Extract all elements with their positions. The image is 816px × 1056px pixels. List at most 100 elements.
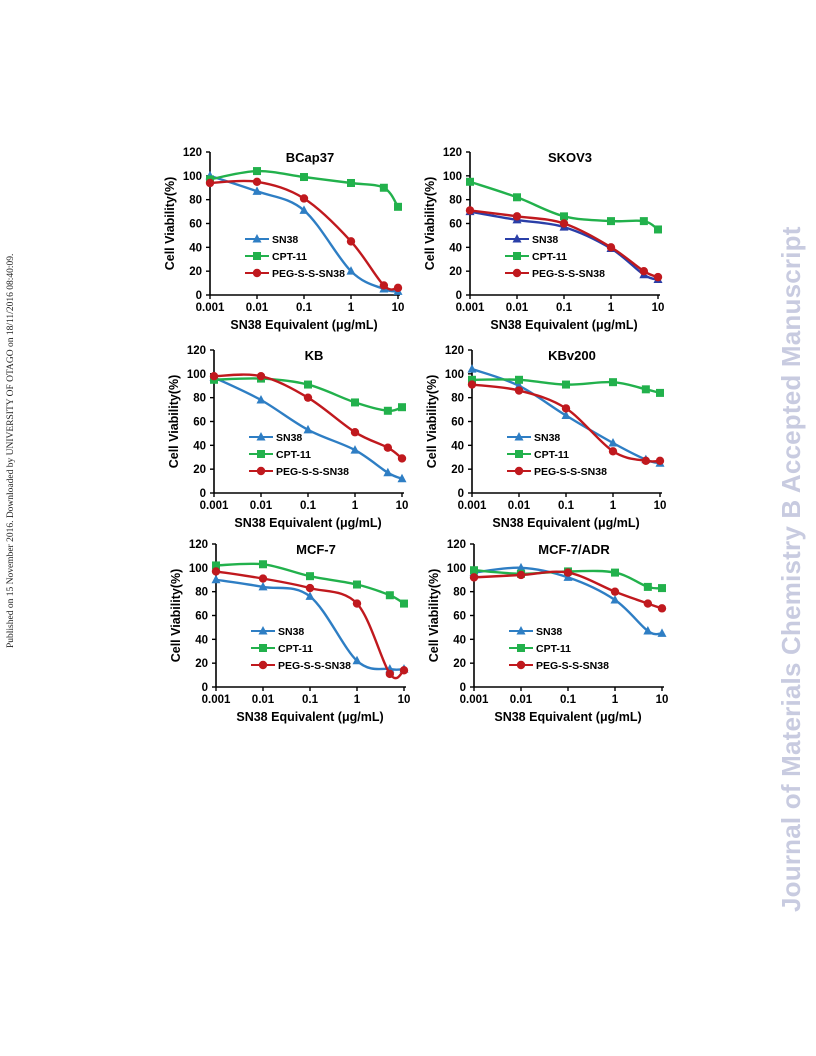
y-tick-label: 100 bbox=[443, 171, 462, 183]
journal-watermark: Journal of Materials Chemistry B Accepte… bbox=[776, 226, 806, 912]
x-axis-label: SN38 Equivalent (μg/mL) bbox=[230, 318, 377, 332]
legend-label: SN38 bbox=[534, 432, 560, 444]
data-point-sn38 bbox=[383, 467, 393, 477]
y-axis-label: Cell Viability(%) bbox=[425, 375, 439, 469]
x-tick-label: 0.01 bbox=[250, 500, 273, 512]
data-point-cpt-11 bbox=[654, 225, 662, 234]
data-point-peg-s-s-sn38 bbox=[209, 372, 219, 381]
data-point-sn38 bbox=[657, 628, 667, 637]
data-point-sn38 bbox=[303, 424, 313, 434]
legend-label: CPT-11 bbox=[532, 251, 567, 263]
data-point-cpt-11 bbox=[379, 183, 388, 192]
x-axis-label: SN38 Equivalent (μg/mL) bbox=[494, 710, 641, 724]
x-tick-label: 0.001 bbox=[196, 302, 225, 314]
data-point-peg-s-s-sn38 bbox=[299, 194, 309, 203]
data-point-sn38 bbox=[346, 266, 356, 275]
y-tick-label: 80 bbox=[193, 393, 206, 405]
data-point-peg-s-s-sn38 bbox=[352, 599, 362, 608]
data-point-cpt-11 bbox=[304, 380, 312, 389]
legend-label: CPT-11 bbox=[272, 251, 307, 263]
legend-label: PEG-S-S-SN38 bbox=[276, 466, 349, 478]
data-point-sn38 bbox=[352, 655, 362, 665]
legend-label: SN38 bbox=[276, 432, 302, 444]
data-point-cpt-11 bbox=[639, 217, 648, 226]
legend-label: PEG-S-S-SN38 bbox=[278, 660, 351, 672]
data-point-peg-s-s-sn38 bbox=[256, 372, 266, 381]
x-tick-label: 1 bbox=[348, 302, 355, 314]
data-point-cpt-11 bbox=[513, 193, 521, 202]
legend-marker-peg-s-s-sn38 bbox=[514, 466, 524, 476]
chart-bcap37: 0 20 40 60 80 100 120 0.001 0.01 0.1 1 10 SN38 Equiv… bbox=[163, 147, 405, 332]
x-tick-label: 0.001 bbox=[460, 694, 489, 706]
chart-kb: 0 20 40 60 80 100 120 0.001 0.01 0.1 1 10 SN38 Equiv… bbox=[167, 345, 408, 530]
series-peg-s-s-sn38 bbox=[467, 380, 665, 466]
x-tick-label: 0.1 bbox=[302, 694, 319, 706]
y-axis-label: Cell Viability(%) bbox=[427, 569, 441, 663]
y-tick-label: 100 bbox=[187, 369, 206, 381]
legend-marker-sn38 bbox=[258, 626, 268, 635]
data-point-peg-s-s-sn38 bbox=[514, 386, 524, 395]
x-tick-label: 0.001 bbox=[200, 500, 229, 512]
y-tick-label: 120 bbox=[445, 345, 464, 357]
y-tick-label: 120 bbox=[189, 539, 208, 551]
data-point-cpt-11 bbox=[466, 177, 474, 186]
legend-label: SN38 bbox=[272, 234, 298, 246]
y-tick-label: 0 bbox=[460, 682, 466, 694]
x-tick-label: 0.01 bbox=[510, 694, 533, 706]
legend-label: CPT-11 bbox=[534, 449, 569, 461]
data-point-sn38 bbox=[643, 625, 653, 635]
data-point-cpt-11 bbox=[212, 561, 220, 570]
y-axis-label: Cell Viability(%) bbox=[169, 569, 183, 663]
series-cpt-11 bbox=[212, 560, 408, 608]
legend-marker-sn38 bbox=[256, 432, 266, 441]
legend-label: SN38 bbox=[532, 234, 558, 246]
x-tick-label: 1 bbox=[354, 694, 361, 706]
x-tick-label: 0.1 bbox=[556, 302, 573, 314]
y-tick-label: 60 bbox=[193, 417, 206, 429]
y-tick-label: 120 bbox=[447, 539, 466, 551]
data-point-peg-s-s-sn38 bbox=[467, 380, 477, 389]
x-tick-label: 0.1 bbox=[558, 500, 575, 512]
y-axis-label: Cell Viability(%) bbox=[167, 375, 181, 469]
y-tick-label: 120 bbox=[187, 345, 206, 357]
data-point-peg-s-s-sn38 bbox=[205, 178, 215, 188]
legend-marker-peg-s-s-sn38 bbox=[252, 268, 262, 278]
data-point-cpt-11 bbox=[300, 173, 308, 182]
data-point-sn38 bbox=[305, 591, 315, 600]
data-point-peg-s-s-sn38 bbox=[657, 604, 667, 613]
data-point-cpt-11 bbox=[259, 560, 267, 569]
data-point-sn38 bbox=[299, 205, 309, 214]
legend-label: CPT-11 bbox=[536, 643, 571, 655]
y-tick-label: 100 bbox=[447, 563, 466, 575]
x-axis-label: SN38 Equivalent (μg/mL) bbox=[490, 318, 637, 332]
legend-label: PEG-S-S-SN38 bbox=[534, 466, 607, 478]
series-cpt-11 bbox=[468, 375, 664, 397]
data-point-peg-s-s-sn38 bbox=[399, 666, 409, 675]
legend-marker-sn38 bbox=[252, 234, 262, 243]
x-tick-label: 0.01 bbox=[246, 302, 269, 314]
data-point-peg-s-s-sn38 bbox=[653, 272, 663, 282]
y-tick-label: 60 bbox=[189, 219, 202, 231]
y-tick-label: 100 bbox=[445, 369, 464, 381]
legend-label: PEG-S-S-SN38 bbox=[536, 660, 609, 672]
y-tick-label: 40 bbox=[193, 440, 206, 452]
x-tick-label: 10 bbox=[392, 302, 405, 314]
chart-title: BCap37 bbox=[286, 150, 334, 165]
x-tick-label: 0.1 bbox=[300, 500, 317, 512]
legend-marker-peg-s-s-sn38 bbox=[512, 268, 522, 278]
legend-label: CPT-11 bbox=[278, 643, 313, 655]
data-point-peg-s-s-sn38 bbox=[655, 456, 665, 466]
data-point-peg-s-s-sn38 bbox=[512, 212, 522, 221]
y-tick-label: 80 bbox=[449, 195, 462, 207]
y-tick-label: 20 bbox=[453, 658, 466, 670]
data-point-sn38 bbox=[211, 574, 221, 584]
legend-marker-cpt-11 bbox=[513, 252, 521, 260]
x-tick-label: 10 bbox=[654, 500, 667, 512]
data-point-cpt-11 bbox=[351, 398, 359, 407]
y-tick-label: 40 bbox=[453, 634, 466, 646]
chart-title: MCF-7 bbox=[296, 542, 336, 557]
data-point-cpt-11 bbox=[400, 599, 408, 608]
data-point-cpt-11 bbox=[253, 167, 261, 176]
chart-title: MCF-7/ADR bbox=[538, 542, 610, 557]
chart-mcf7-adr: 0 20 40 60 80 100 120 0.001 0.01 0.1 1 10 SN38 Equiv… bbox=[427, 539, 668, 724]
